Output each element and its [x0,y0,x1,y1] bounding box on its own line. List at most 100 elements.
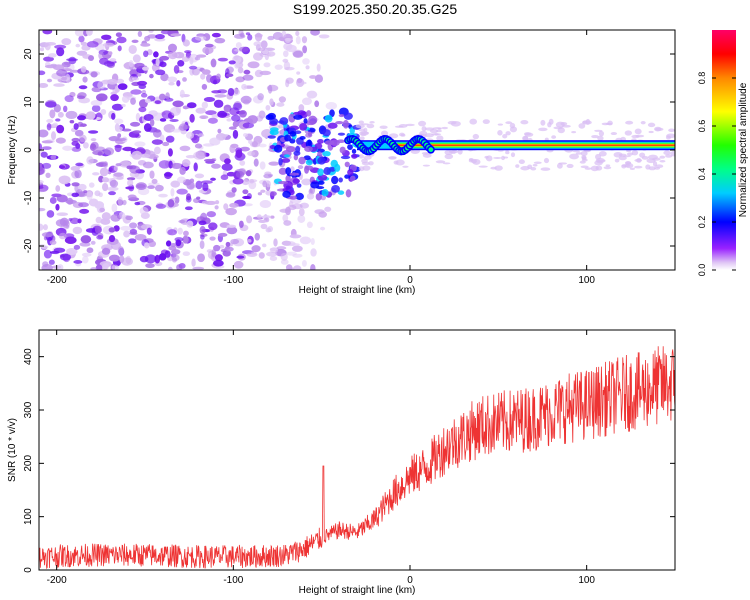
heatmap-halo-blob [505,121,513,125]
heatmap-noise-blob [198,133,205,137]
heatmap-noise-blob [85,228,98,233]
heatmap-noise-blob [53,83,65,87]
heatmap-noise-blob [258,219,267,223]
heatmap-noise-blob [301,178,312,186]
heatmap-halo-blob [493,156,502,159]
heatmap-transition-blob [278,157,283,166]
heatmap-halo-blob [518,159,525,165]
heatmap-noise-blob [130,97,136,105]
heatmap-noise-blob [289,234,302,239]
heatmap-transition-blob [288,113,296,123]
heatmap-halo-blob [601,122,610,126]
snr-x-tick-label: 0 [407,575,413,586]
heatmap-noise-blob [296,77,303,84]
heatmap-transition-blob [337,132,346,136]
heatmap-noise-blob [128,60,134,68]
heatmap-noise-blob [72,226,83,235]
heatmap-halo-blob [596,159,606,163]
heatmap-noise-blob [324,206,332,212]
heatmap-noise-blob [224,246,234,252]
heatmap-noise-blob [115,32,122,37]
heatmap-noise-blob [178,219,186,224]
heatmap-noise-blob [158,160,171,169]
heatmap-halo-blob [625,120,634,125]
heatmap-noise-blob [115,163,122,167]
heatmap-noise-blob [147,154,159,160]
heatmap-noise-blob [201,69,211,75]
heatmap-noise-blob [116,36,127,44]
heatmap-noise-blob [283,220,292,226]
heatmap-noise-blob [50,154,57,160]
heatmap-noise-blob [262,180,267,188]
heatmap-noise-blob [131,77,140,81]
heatmap-transition-blob [338,113,345,118]
heatmap-noise-blob [98,51,105,60]
heatmap-halo-blob [584,167,592,170]
heatmap-noise-blob [265,104,271,111]
heatmap-noise-blob [235,42,242,49]
heatmap-halo-blob [551,135,557,139]
heatmap-noise-blob [269,98,274,106]
heatmap-noise-blob [86,41,99,48]
heatmap-noise-blob [169,106,181,116]
heatmap-noise-blob [165,240,172,247]
heatmap-transition-blob [339,146,346,154]
heatmap-noise-blob [297,165,304,170]
heatmap-halo-blob [553,126,564,130]
heatmap-noise-blob [247,239,252,243]
heatmap-transition-blob [308,115,318,125]
heatmap-noise-blob [41,232,54,238]
heatmap-noise-blob [256,214,262,219]
heatmap-noise-blob [310,238,315,246]
heatmap-noise-blob [217,128,222,134]
colorbar-scale [712,30,736,270]
heatmap-transition-blob [293,150,301,156]
heatmap-noise-blob [107,186,119,192]
heatmap-halo-blob [610,132,618,136]
heatmap-noise-blob [59,165,66,169]
heatmap-marks [39,30,675,270]
heatmap-noise-blob [147,185,155,190]
heatmap-halo-blob [647,122,656,128]
heatmap-transition-blob [314,142,323,149]
heatmap-noise-blob [217,89,228,94]
heatmap-noise-blob [320,226,326,231]
heatmap-transition-blob [305,159,313,166]
heatmap-noise-blob [94,146,106,152]
heatmap-transition-blob [296,183,302,188]
heatmap-noise-blob [42,30,53,35]
heatmap-noise-blob [248,139,253,144]
heatmap-noise-blob [144,254,157,264]
heatmap-noise-blob [125,215,133,221]
heatmap-noise-blob [77,115,87,121]
heatmap-noise-blob [194,173,205,179]
heatmap-halo-blob [432,127,443,130]
heatmap-noise-blob [170,188,175,197]
heatmap-halo-blob [470,158,477,164]
heatmap-noise-blob [121,95,130,103]
heatmap-noise-blob [204,200,217,206]
heatmap-noise-blob [108,227,116,233]
heatmap-noise-blob [226,118,232,122]
heatmap-noise-blob [247,115,258,124]
heatmap-noise-blob [212,259,224,267]
heatmap-noise-blob [43,56,55,62]
heatmap-noise-blob [66,58,78,62]
heatmap-halo-blob [505,131,511,136]
heatmap-noise-blob [112,172,125,180]
heatmap-noise-blob [86,30,93,36]
heatmap-halo-blob [603,166,612,170]
heatmap-noise-blob [132,130,142,134]
heatmap-noise-blob [257,47,266,52]
heatmap-noise-blob [316,63,321,72]
heatmap-noise-blob [249,178,255,184]
heatmap-noise-blob [155,203,167,209]
heatmap-halo-blob [368,161,374,166]
heatmap-noise-blob [111,241,122,250]
heatmap-noise-blob [261,215,272,219]
heatmap-noise-blob [296,71,301,75]
heatmap-transition-blob [345,189,352,198]
heatmap-noise-blob [63,105,68,113]
heatmap-noise-blob [204,43,214,48]
heatmap-noise-blob [257,192,262,196]
